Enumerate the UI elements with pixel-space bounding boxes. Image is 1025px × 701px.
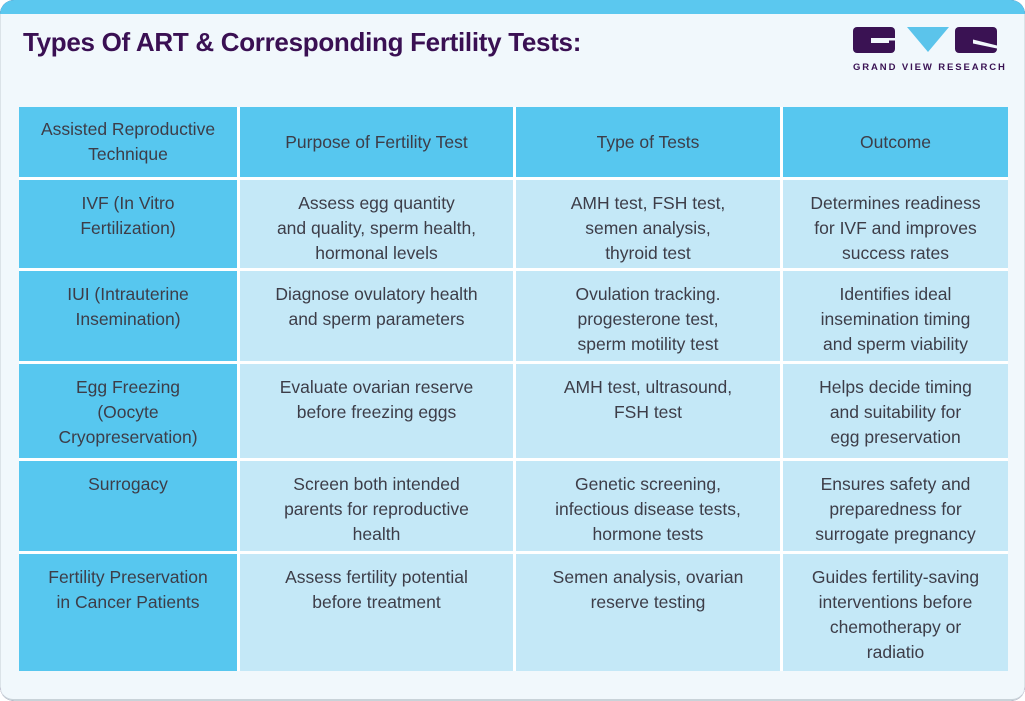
cell-technique: Egg Freezing (Oocyte Cryopreservation) — [19, 364, 237, 458]
logo-v-icon — [907, 27, 949, 52]
cell-technique: IUI (Intrauterine Insemination) — [19, 271, 237, 361]
art-fertility-table: Assisted Reproductive Technique Purpose … — [19, 107, 1008, 671]
cell-purpose: Assess fertility potential before treatm… — [240, 554, 513, 671]
cell-tests: AMH test, ultrasound, FSH test — [516, 364, 780, 458]
cell-outcome: Identifies ideal insemination timing and… — [783, 271, 1008, 361]
cell-outcome: Determines readiness for IVF and improve… — [783, 180, 1008, 268]
gvr-logo: GRAND VIEW RESEARCH — [853, 27, 1007, 73]
cell-tests: Semen analysis, ovarian reserve testing — [516, 554, 780, 671]
logo-g-icon — [853, 27, 895, 53]
cell-outcome: Guides fertility-saving interventions be… — [783, 554, 1008, 671]
header-cell-tests: Type of Tests — [516, 107, 780, 177]
card-content: Types Of ART & Corresponding Fertility T… — [0, 14, 1025, 701]
gvr-logo-mark — [853, 27, 997, 53]
cell-tests: AMH test, FSH test, semen analysis, thyr… — [516, 180, 780, 268]
header-cell-purpose: Purpose of Fertility Test — [240, 107, 513, 177]
cell-technique: Surrogacy — [19, 461, 237, 551]
logo-wordmark: GRAND VIEW RESEARCH — [853, 62, 1007, 73]
header-cell-outcome: Outcome — [783, 107, 1008, 177]
cell-outcome: Ensures safety and preparedness for surr… — [783, 461, 1008, 551]
cell-technique: Fertility Preservation in Cancer Patient… — [19, 554, 237, 671]
cell-outcome: Helps decide timing and suitability for … — [783, 364, 1008, 458]
cell-purpose: Diagnose ovulatory health and sperm para… — [240, 271, 513, 361]
top-accent-bar — [0, 0, 1025, 14]
cell-purpose: Evaluate ovarian reserve before freezing… — [240, 364, 513, 458]
logo-r-icon — [955, 27, 997, 53]
header-cell-technique: Assisted Reproductive Technique — [19, 107, 237, 177]
cell-technique: IVF (In Vitro Fertilization) — [19, 180, 237, 268]
cell-tests: Genetic screening, infectious disease te… — [516, 461, 780, 551]
page-title: Types Of ART & Corresponding Fertility T… — [23, 27, 582, 57]
cell-purpose: Assess egg quantity and quality, sperm h… — [240, 180, 513, 268]
cell-tests: Ovulation tracking. progesterone test, s… — [516, 271, 780, 361]
cell-purpose: Screen both intended parents for reprodu… — [240, 461, 513, 551]
